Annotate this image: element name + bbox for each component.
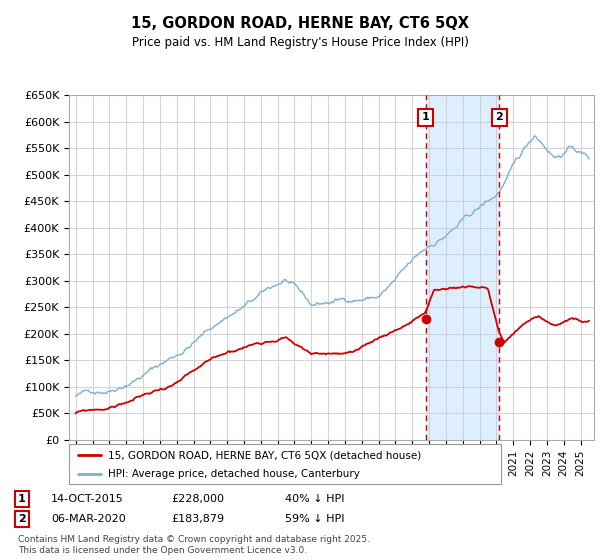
Text: £183,879: £183,879: [171, 514, 224, 524]
Text: 15, GORDON ROAD, HERNE BAY, CT6 5QX: 15, GORDON ROAD, HERNE BAY, CT6 5QX: [131, 16, 469, 31]
Text: 15, GORDON ROAD, HERNE BAY, CT6 5QX (detached house): 15, GORDON ROAD, HERNE BAY, CT6 5QX (det…: [108, 450, 421, 460]
Text: 2: 2: [496, 113, 503, 123]
Text: 14-OCT-2015: 14-OCT-2015: [51, 494, 124, 504]
Text: 1: 1: [18, 494, 26, 504]
Text: 59% ↓ HPI: 59% ↓ HPI: [285, 514, 344, 524]
Bar: [425, 95, 499, 440]
Text: 06-MAR-2020: 06-MAR-2020: [51, 514, 126, 524]
Text: Contains HM Land Registry data © Crown copyright and database right 2025.
This d: Contains HM Land Registry data © Crown c…: [18, 535, 370, 555]
Text: 40% ↓ HPI: 40% ↓ HPI: [285, 494, 344, 504]
Text: 2: 2: [18, 514, 26, 524]
Text: Price paid vs. HM Land Registry's House Price Index (HPI): Price paid vs. HM Land Registry's House …: [131, 36, 469, 49]
Text: HPI: Average price, detached house, Canterbury: HPI: Average price, detached house, Cant…: [108, 469, 360, 479]
Text: £228,000: £228,000: [171, 494, 224, 504]
Text: 1: 1: [422, 113, 430, 123]
